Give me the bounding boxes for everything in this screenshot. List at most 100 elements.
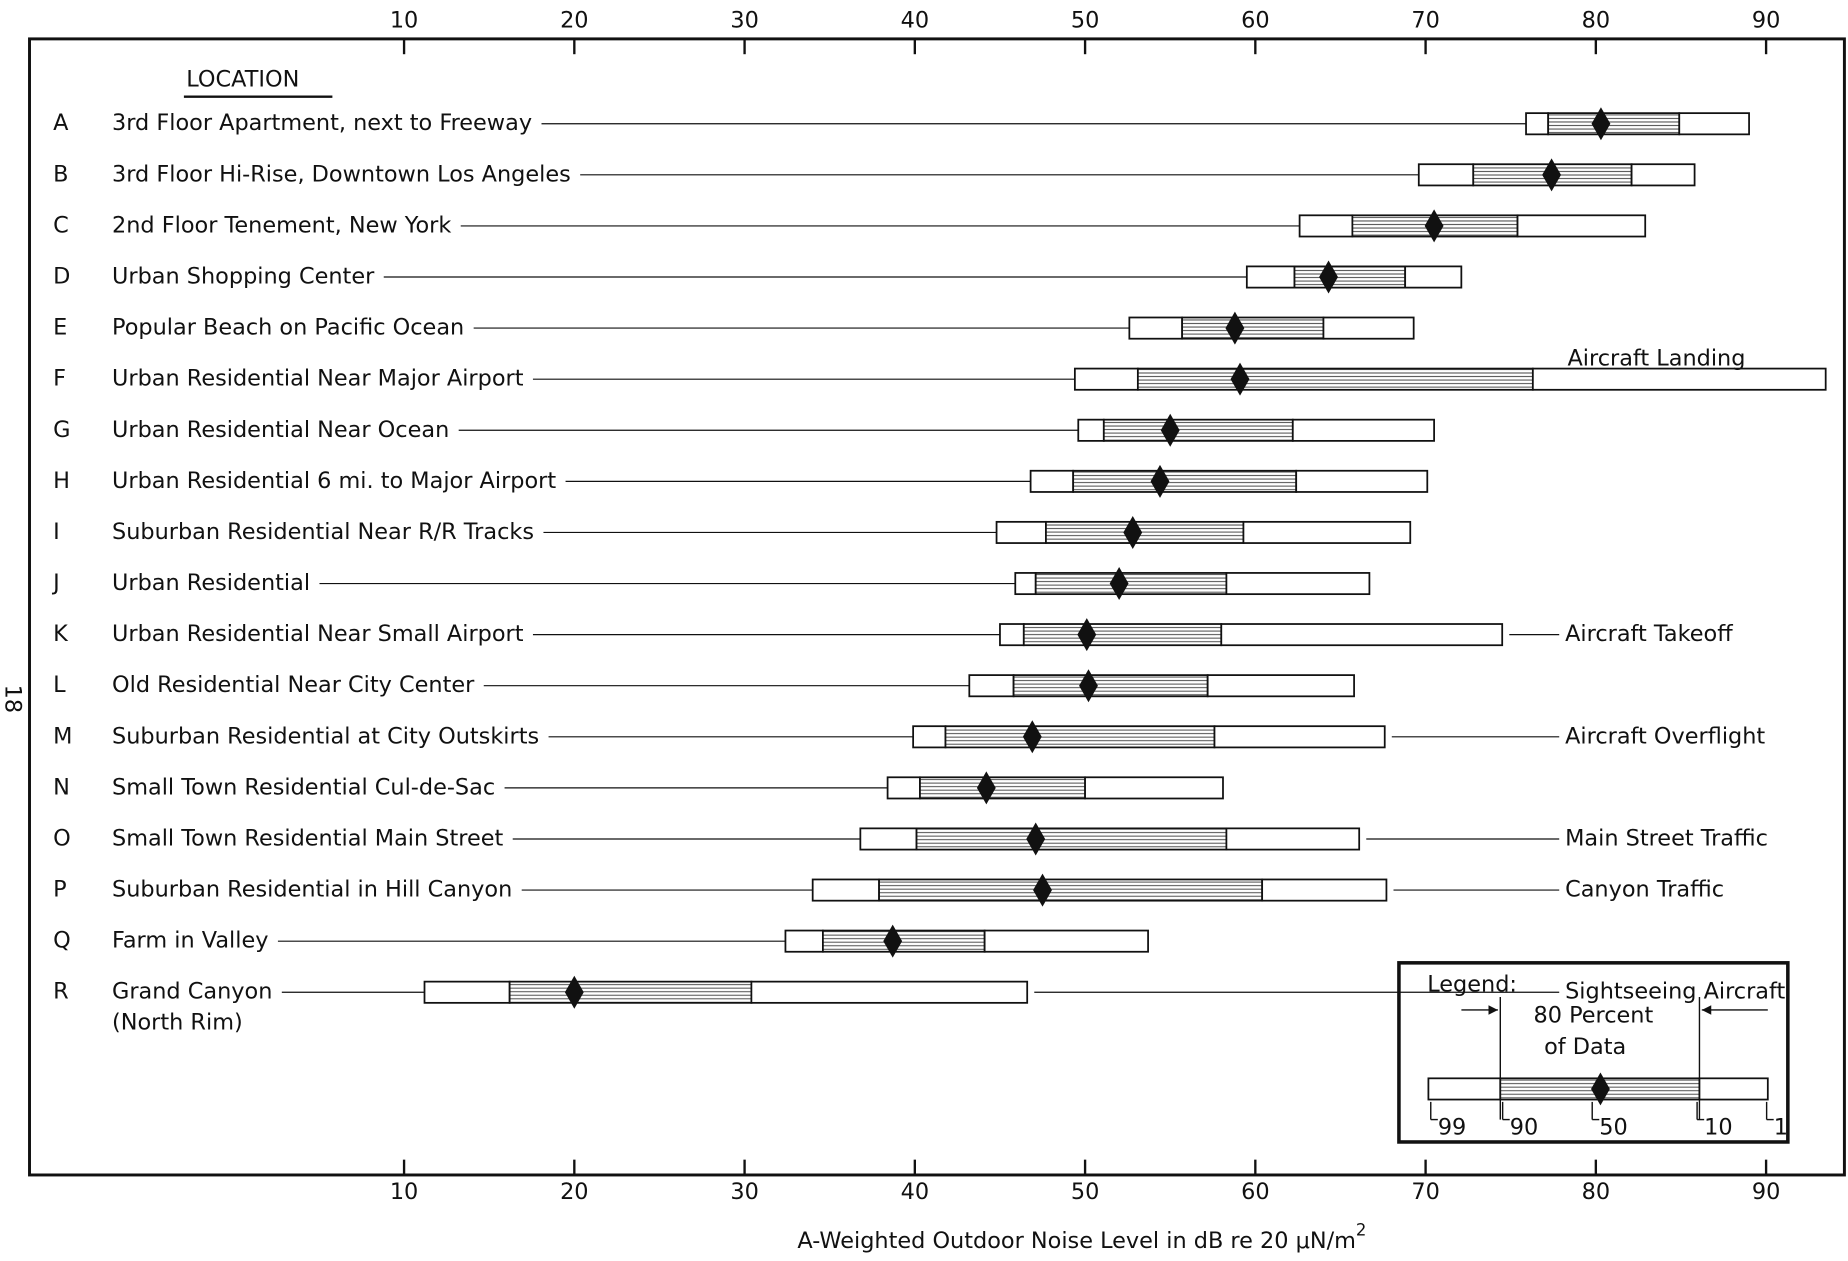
outer-range bbox=[811, 878, 880, 902]
middle-range bbox=[1102, 418, 1294, 442]
x-tick-label: 70 bbox=[1411, 1179, 1439, 1205]
legend-box bbox=[1397, 961, 1790, 1144]
middle-range bbox=[919, 776, 1086, 800]
outer-range bbox=[995, 520, 1047, 544]
outer-range bbox=[1084, 776, 1224, 800]
row-label: Urban Residential Near Small Airport bbox=[112, 621, 524, 647]
x-tick-label: 70 bbox=[1411, 8, 1439, 34]
x-tick-label: 60 bbox=[1241, 1179, 1269, 1205]
row-letter: H bbox=[53, 468, 70, 494]
x-tick-label: 20 bbox=[560, 1179, 588, 1205]
median-diamond bbox=[1591, 107, 1611, 141]
outer-range bbox=[1516, 214, 1647, 238]
outer-range bbox=[1525, 112, 1550, 136]
row-label: 3rd Floor Hi-Rise, Downtown Los Angeles bbox=[112, 161, 571, 187]
median-diamond bbox=[1022, 720, 1042, 754]
annotation: Canyon Traffic bbox=[1565, 877, 1724, 903]
median-diamond bbox=[564, 975, 584, 1009]
row-letter: G bbox=[53, 417, 70, 443]
page-number: 18 bbox=[0, 685, 25, 713]
row-label: Grand Canyon bbox=[112, 979, 272, 1005]
x-tick-label: 40 bbox=[901, 1179, 929, 1205]
x-tick-label: 20 bbox=[560, 8, 588, 34]
middle-range bbox=[1293, 265, 1407, 289]
middle-range bbox=[1072, 469, 1298, 493]
annotation: Aircraft Landing bbox=[1567, 346, 1745, 372]
legend-labels: 99 90 50 10 1 bbox=[1430, 1101, 1788, 1140]
x-tick-label: 90 bbox=[1752, 8, 1780, 34]
outer-range bbox=[886, 776, 921, 800]
middle-range bbox=[1045, 520, 1245, 544]
median-diamond bbox=[1542, 158, 1562, 192]
outer-range bbox=[1298, 214, 1354, 238]
outer-range bbox=[912, 725, 947, 749]
row-label: Suburban Residential at City Outskirts bbox=[112, 723, 539, 749]
median-diamond bbox=[1079, 669, 1098, 703]
median-diamond bbox=[1225, 311, 1245, 345]
outer-range bbox=[859, 827, 918, 851]
outer-range bbox=[750, 980, 1029, 1004]
x-axis-label: A-Weighted Outdoor Noise Level in dB re … bbox=[797, 1220, 1366, 1254]
median-diamond bbox=[976, 771, 996, 805]
x-tick-label: 90 bbox=[1752, 1179, 1780, 1205]
outer-range bbox=[1213, 725, 1386, 749]
annotation: Main Street Traffic bbox=[1565, 825, 1768, 851]
annotation: Aircraft Takeoff bbox=[1565, 621, 1733, 647]
row-label: Urban Residential Near Major Airport bbox=[112, 366, 524, 392]
outer-range bbox=[1225, 572, 1371, 596]
header: LOCATION bbox=[186, 67, 299, 93]
median-diamond bbox=[1150, 464, 1170, 498]
row-label: Farm in Valley bbox=[112, 928, 268, 954]
outer-range bbox=[1678, 112, 1750, 136]
row-letter: B bbox=[53, 161, 68, 187]
row-label: Old Residential Near City Center bbox=[112, 672, 475, 698]
median-diamond bbox=[1160, 413, 1180, 447]
x-tick-label: 10 bbox=[390, 8, 418, 34]
frame bbox=[28, 37, 1846, 1177]
row-letter: A bbox=[53, 110, 69, 136]
row-letter: N bbox=[53, 774, 70, 800]
row-label: Urban Residential Near Ocean bbox=[112, 417, 449, 443]
middle-range bbox=[878, 878, 1264, 902]
row-letter: O bbox=[53, 825, 71, 851]
row-label: Suburban Residential in Hill Canyon bbox=[112, 877, 512, 903]
outer-range bbox=[1261, 878, 1388, 902]
x-tick-label: 50 bbox=[1071, 1179, 1099, 1205]
middle-range bbox=[1547, 112, 1681, 136]
row-letter: J bbox=[51, 570, 60, 596]
outer-range bbox=[1322, 316, 1415, 340]
outer-range bbox=[983, 929, 1149, 953]
median-diamond bbox=[1424, 209, 1444, 243]
legend-percentile: 10 bbox=[1704, 1114, 1732, 1140]
legend-caption: 80 Percent bbox=[1534, 1002, 1654, 1028]
row-letter: K bbox=[53, 621, 69, 647]
outer-range bbox=[1073, 367, 1139, 391]
outer-range bbox=[1417, 163, 1475, 187]
legend-outer bbox=[1427, 1077, 1502, 1101]
outer-range bbox=[1291, 418, 1435, 442]
row-label: Popular Beach on Pacific Ocean bbox=[112, 315, 464, 341]
row-label: Suburban Residential Near R/R Tracks bbox=[112, 519, 534, 545]
outer-range bbox=[423, 980, 511, 1004]
legend-outer bbox=[1698, 1077, 1769, 1101]
row-label: Small Town Residential Cul-de-Sac bbox=[112, 774, 495, 800]
middle-range bbox=[508, 980, 753, 1004]
middle-range bbox=[1012, 674, 1209, 698]
middle-range bbox=[915, 827, 1228, 851]
outer-range bbox=[1014, 572, 1037, 596]
outer-range bbox=[1077, 418, 1105, 442]
outer-range bbox=[1206, 674, 1355, 698]
row-label: (North Rim) bbox=[112, 1009, 243, 1035]
x-tick-label: 40 bbox=[901, 8, 929, 34]
outer-range bbox=[1242, 520, 1412, 544]
outer-range bbox=[1225, 827, 1361, 851]
median-diamond bbox=[1123, 515, 1143, 549]
row-label: Small Town Residential Main Street bbox=[112, 825, 504, 851]
x-axis-label-sup: 2 bbox=[1356, 1220, 1367, 1239]
x-tick-label: 60 bbox=[1241, 8, 1269, 34]
row-letter: F bbox=[53, 366, 66, 392]
row-letter: R bbox=[53, 979, 69, 1005]
median-diamond bbox=[1026, 822, 1046, 856]
middle-range bbox=[1022, 623, 1223, 647]
